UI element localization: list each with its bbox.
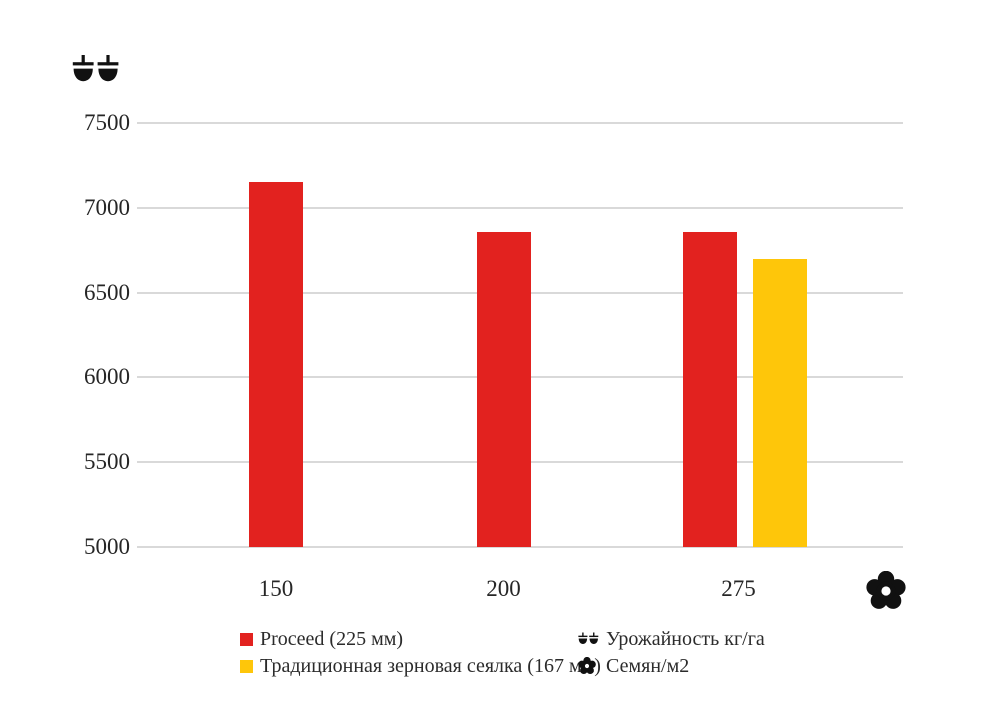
y-tick-label: 5500: [84, 449, 130, 475]
bar-proceed-275: [683, 231, 737, 547]
scales-icon: [578, 630, 599, 649]
y-tick-label: 7500: [84, 110, 130, 135]
legend-color-swatch: [240, 632, 253, 646]
legend-item: Proceed (225 мм): [240, 627, 403, 651]
legend-label: Proceed (225 мм): [260, 628, 404, 650]
legend-color-swatch: [240, 659, 253, 673]
y-tick-label: 6500: [84, 279, 130, 305]
legend-label: Традиционная зерновая сеялка (167 мм): [260, 655, 601, 677]
bar-proceed-200: [476, 231, 531, 547]
scales-icon: [72, 50, 120, 96]
y-tick-label: 6000: [84, 364, 130, 390]
flower-icon: [578, 656, 599, 676]
gridline: [137, 122, 903, 124]
legend-item: Семян/м2: [578, 654, 689, 678]
legend-item: Урожайность кг/га: [578, 627, 765, 651]
legend-label: Семян/м2: [606, 655, 690, 677]
x-tick-label: 150: [258, 576, 294, 601]
bar-proceed-150: [248, 182, 303, 547]
legend-label: Урожайность кг/га: [606, 628, 765, 650]
gridline: [137, 546, 903, 548]
x-tick-label: 275: [721, 576, 756, 601]
x-tick-label: 200: [486, 576, 521, 601]
y-tick-label: 5000: [84, 534, 130, 559]
gridline: [137, 206, 903, 209]
bar-traditional-275: [752, 258, 807, 547]
y-tick-label: 7000: [84, 194, 130, 220]
flower-icon: [866, 570, 906, 613]
legend-item: Традиционная зерновая сеялка (167 мм): [240, 654, 601, 678]
